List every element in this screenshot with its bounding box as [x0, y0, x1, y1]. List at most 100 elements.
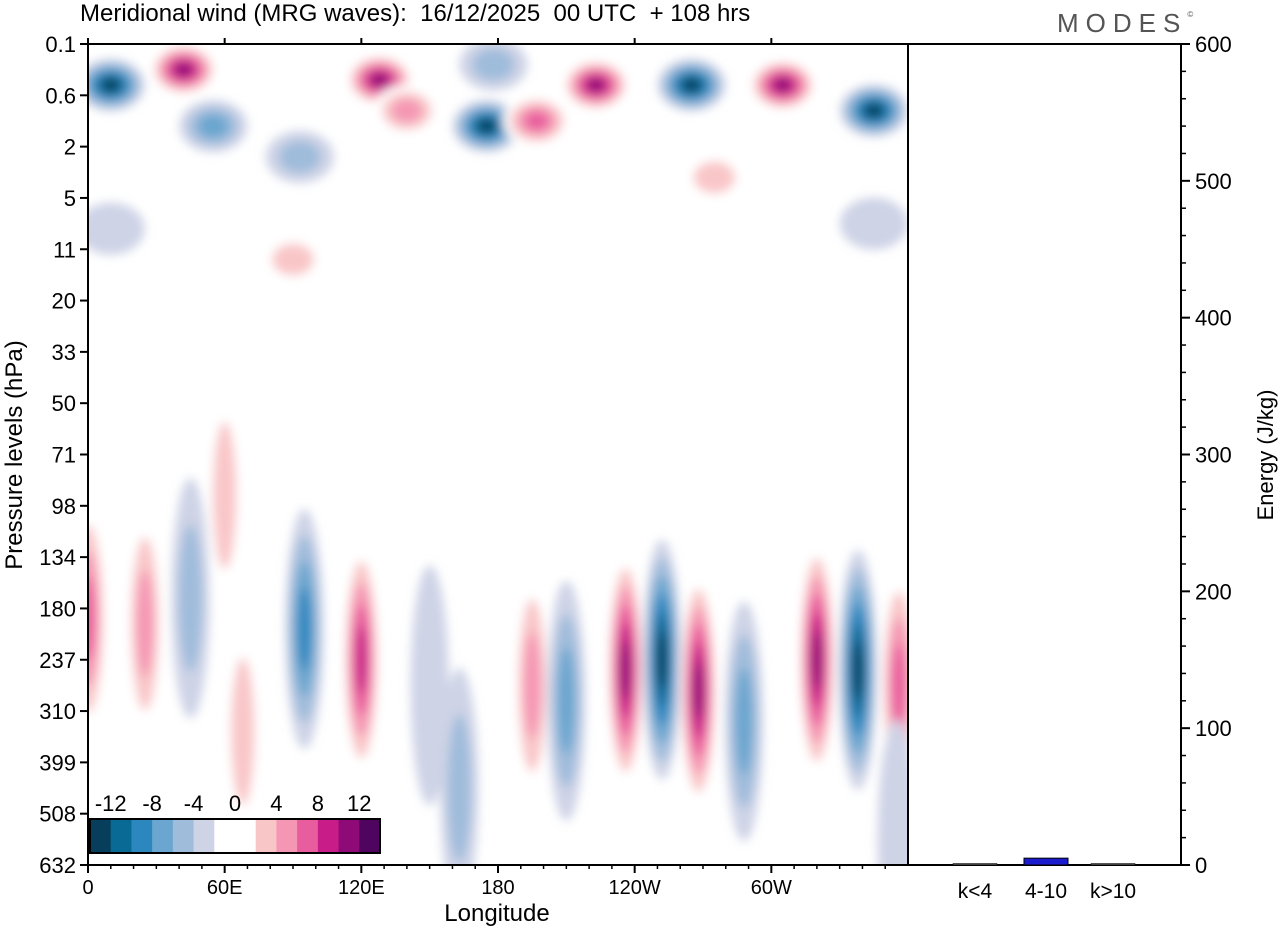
- contour-level: [136, 570, 154, 678]
- energy-tick-label: 100: [1195, 716, 1232, 741]
- heatmap-feature: [285, 508, 324, 749]
- heatmap-feature: [342, 539, 381, 780]
- contour-level: [88, 202, 145, 255]
- y-tick-label: 98: [52, 494, 76, 519]
- contour-level: [620, 640, 631, 700]
- heatmap-feature: [205, 375, 244, 616]
- contour-level: [231, 657, 255, 806]
- y-tick-label: 71: [52, 443, 76, 468]
- energy-tick-label: 500: [1195, 169, 1232, 194]
- y-tick-label: 310: [39, 699, 76, 724]
- heatmap-feature: [259, 233, 327, 286]
- x-tick-label: 120W: [609, 877, 661, 899]
- colorbar-swatch: [172, 819, 195, 853]
- heatmap-feature: [372, 84, 441, 137]
- contour-level: [212, 421, 237, 570]
- contour-level: [523, 632, 541, 739]
- colorbar-swatch: [255, 819, 277, 853]
- contour-level: [371, 73, 388, 87]
- y-tick-label: 508: [39, 802, 76, 827]
- heatmap-feature: [88, 498, 107, 739]
- heatmap-feature: [459, 44, 528, 91]
- contour-level: [102, 78, 119, 92]
- heatmap-feature: [838, 550, 877, 791]
- heatmap-feature: [606, 550, 645, 791]
- colorbar-label: 0: [229, 791, 241, 816]
- heatmap-feature: [877, 719, 908, 865]
- contour-level: [657, 630, 667, 689]
- heatmap-feature: [502, 94, 571, 147]
- contour-level: [683, 78, 700, 92]
- heatmap-feature: [265, 130, 334, 183]
- heatmap-feature: [725, 601, 763, 842]
- contour-level: [88, 577, 95, 661]
- contour-level: [410, 565, 449, 806]
- heatmap-feature: [797, 539, 836, 780]
- x-tick-label: 60E: [207, 877, 243, 899]
- colorbar-label: -12: [95, 791, 127, 816]
- contour-level: [587, 78, 605, 92]
- heatmap-feature: [547, 580, 586, 821]
- x-tick-label: 120E: [338, 877, 385, 899]
- heatmap-feature: [88, 59, 145, 112]
- heatmap-feature: [452, 100, 521, 153]
- energy-category-label: k<4: [958, 880, 993, 903]
- contour-level: [478, 119, 495, 133]
- contour-level: [175, 63, 192, 76]
- contour-level: [272, 243, 314, 276]
- heatmap-feature: [680, 151, 749, 204]
- colorbar-swatch: [297, 819, 319, 853]
- wind-heatmap: [88, 44, 908, 865]
- contour-level: [278, 140, 321, 173]
- contour-level: [178, 524, 203, 672]
- colorbar-frame: [89, 818, 381, 854]
- contour-level: [812, 630, 822, 689]
- colorbar-swatch: [152, 819, 174, 853]
- colorbar-swatch: [90, 819, 112, 853]
- heatmap-feature: [410, 565, 449, 806]
- contour-level: [774, 78, 791, 92]
- contour-level: [557, 647, 575, 755]
- chart-title: Meridional wind (MRG waves): 16/12/2025 …: [80, 0, 751, 27]
- heatmap-feature: [577, 274, 646, 327]
- contour-level: [577, 274, 646, 327]
- y-tick-label: 11: [53, 237, 76, 262]
- contour-level: [198, 114, 229, 138]
- y-tick-label: 0.1: [45, 32, 76, 57]
- y-tick-label: 20: [52, 289, 76, 314]
- y-tick-label: 50: [52, 391, 76, 416]
- colorbar-swatch: [317, 819, 340, 853]
- energy-tick-label: 200: [1195, 579, 1232, 604]
- heatmap-feature: [88, 202, 145, 255]
- energy-category-label: k>10: [1090, 880, 1136, 903]
- heatmap-feature: [643, 539, 681, 780]
- colorbar-swatch: [235, 819, 257, 853]
- energy-bar: [952, 863, 998, 866]
- colorbar-label: 8: [312, 791, 324, 816]
- contour-level: [472, 48, 515, 81]
- heatmap-feature: [179, 100, 248, 153]
- contour-level: [391, 99, 422, 123]
- heatmap-feature: [440, 668, 479, 865]
- energy-tick-label: 300: [1195, 443, 1232, 468]
- colorbar-swatch: [214, 819, 236, 853]
- colorbar-swatch: [193, 819, 215, 853]
- contour-level: [853, 640, 863, 700]
- x-axis-label: Longitude: [444, 900, 549, 927]
- x-tick-label: 0: [82, 877, 93, 899]
- contour-level: [839, 197, 908, 250]
- heatmap-feature: [149, 44, 218, 96]
- energy-category-label: 4-10: [1025, 880, 1067, 903]
- energy-bar: [1023, 857, 1069, 866]
- modes-logo: MODES©: [1057, 8, 1194, 38]
- y-tick-label: 134: [39, 545, 76, 570]
- y-tick-label: 0.6: [45, 83, 76, 108]
- contour-level: [892, 643, 906, 728]
- y-tick-label: 237: [39, 648, 76, 673]
- contour-level: [693, 161, 736, 194]
- energy-axis-label: Energy (J/kg): [1253, 390, 1278, 521]
- heatmap-feature: [839, 84, 908, 137]
- y-tick-label: 5: [64, 186, 76, 211]
- energy-tick-label: 600: [1195, 32, 1232, 57]
- heatmap-feature: [748, 59, 817, 112]
